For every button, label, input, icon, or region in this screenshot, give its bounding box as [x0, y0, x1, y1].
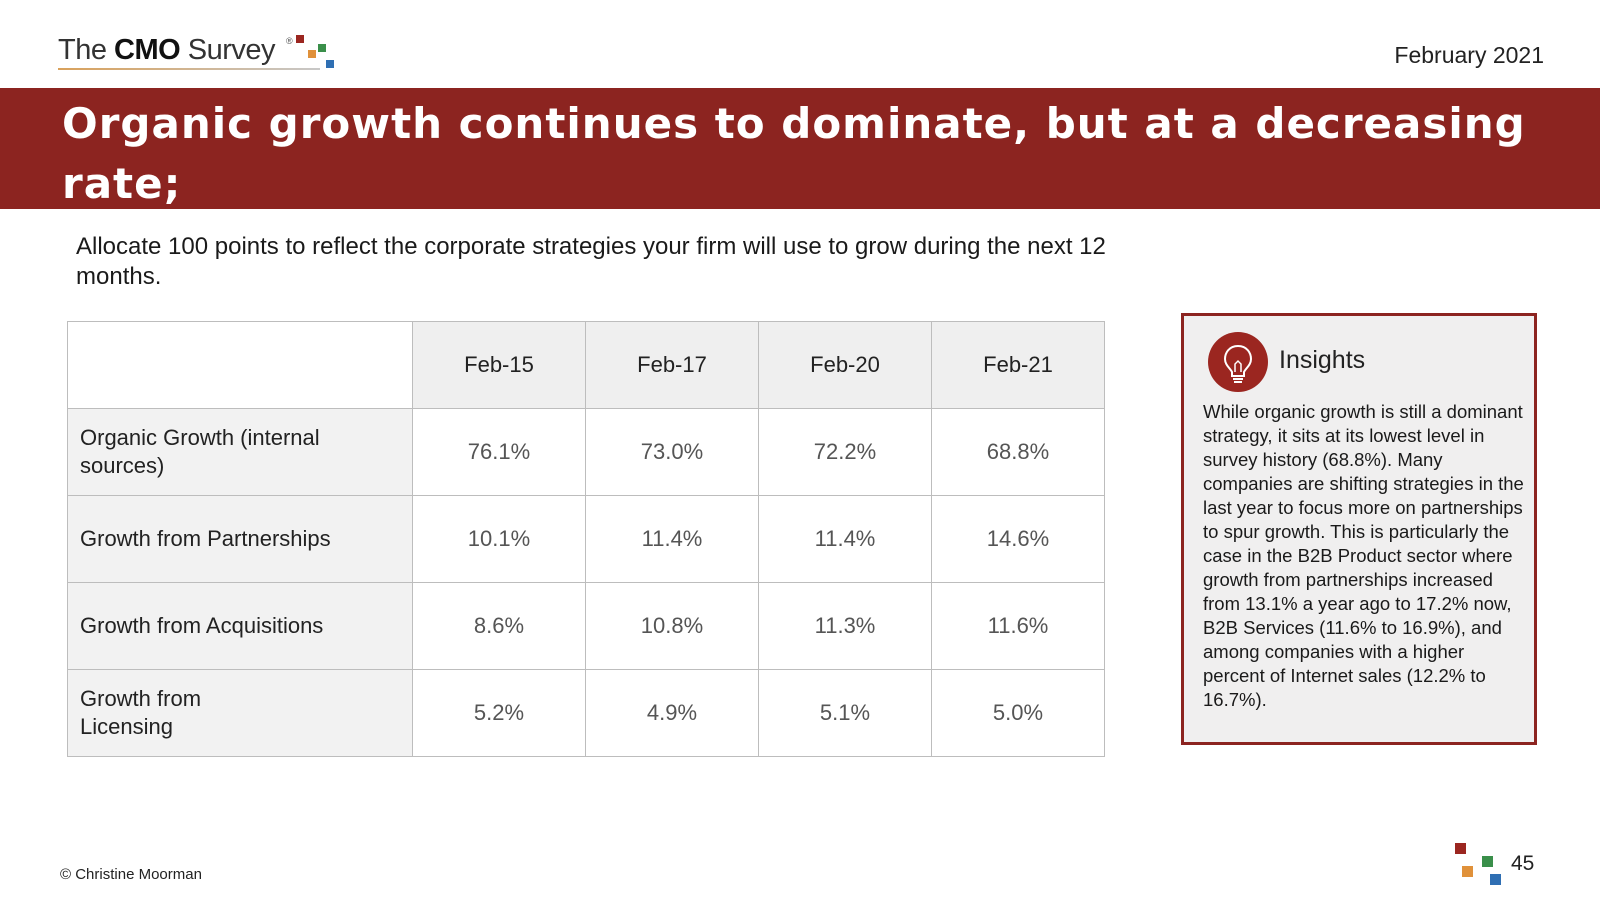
logo-square-blue	[326, 60, 334, 68]
logo-brand: CMO	[114, 34, 181, 66]
logo-wordmark: The CMO Survey	[58, 34, 276, 67]
growth-strategy-table: Feb-15 Feb-17 Feb-20 Feb-21 Organic Grow…	[67, 321, 1105, 757]
table-cell: 4.9%	[585, 669, 759, 757]
table-header-row: Feb-15 Feb-17 Feb-20 Feb-21	[67, 321, 1105, 409]
logo-square-orange	[308, 50, 316, 58]
table-cell: 76.1%	[412, 408, 586, 496]
table-cell: 11.3%	[758, 582, 932, 670]
insights-title: Insights	[1279, 346, 1366, 374]
row-label: Growth from Partnerships	[67, 495, 413, 583]
table-cell: 10.8%	[585, 582, 759, 670]
column-header: Feb-17	[585, 321, 759, 409]
slide-title-line-2: pandemic turns companies toward partners…	[62, 219, 1520, 268]
table-cell: 5.0%	[931, 669, 1105, 757]
table-row: Growth from Licensing 5.2% 4.9% 5.1% 5.0…	[67, 669, 1105, 757]
slide-title-line-1: Organic growth continues to dominate, bu…	[62, 99, 1526, 208]
survey-question: Allocate 100 points to reflect the corpo…	[76, 233, 1106, 290]
logo-suffix: Survey	[187, 34, 276, 66]
table-cell: 8.6%	[412, 582, 586, 670]
table-cell: 5.1%	[758, 669, 932, 757]
row-label: Organic Growth (internal sources)	[67, 408, 413, 496]
column-header: Feb-20	[758, 321, 932, 409]
copyright: © Christine Moorman	[60, 866, 202, 883]
table-cell: 72.2%	[758, 408, 932, 496]
footer-square-blue	[1490, 874, 1501, 885]
table-cell: 11.4%	[758, 495, 932, 583]
column-header: Feb-15	[412, 321, 586, 409]
logo-square-green	[318, 44, 326, 52]
title-banner: Organic growth continues to dominate, bu…	[0, 88, 1600, 268]
lightbulb-icon	[1208, 332, 1268, 392]
table-cell: 73.0%	[585, 408, 759, 496]
column-header: Feb-21	[931, 321, 1105, 409]
slide-title: Organic growth continues to dominate, bu…	[62, 94, 1572, 274]
insights-panel: Insights While organic growth is still a…	[1181, 313, 1537, 745]
logo-prefix: The	[58, 34, 107, 66]
footer-square-orange	[1462, 866, 1473, 877]
row-label: Growth from Licensing	[67, 669, 413, 757]
row-label: Growth from Acquisitions	[67, 582, 413, 670]
table-cell: 10.1%	[412, 495, 586, 583]
footer-square-red	[1455, 843, 1466, 854]
insights-text: While organic growth is still a dominant…	[1203, 401, 1524, 710]
logo-square-red	[296, 35, 304, 43]
table-row: Growth from Acquisitions 8.6% 10.8% 11.3…	[67, 582, 1105, 670]
page-number: 45	[1511, 852, 1535, 875]
table-cell: 14.6%	[931, 495, 1105, 583]
table-cell: 11.4%	[585, 495, 759, 583]
footer-square-green	[1482, 856, 1493, 867]
table-cell: 11.6%	[931, 582, 1105, 670]
table-corner-cell	[67, 321, 413, 409]
logo-underline	[58, 68, 320, 70]
table-row: Growth from Partnerships 10.1% 11.4% 11.…	[67, 495, 1105, 583]
table-cell: 68.8%	[931, 408, 1105, 496]
registered-mark: ®	[286, 36, 293, 46]
report-date: February 2021	[1394, 42, 1544, 68]
table-cell: 5.2%	[412, 669, 586, 757]
table-row: Organic Growth (internal sources) 76.1% …	[67, 408, 1105, 496]
